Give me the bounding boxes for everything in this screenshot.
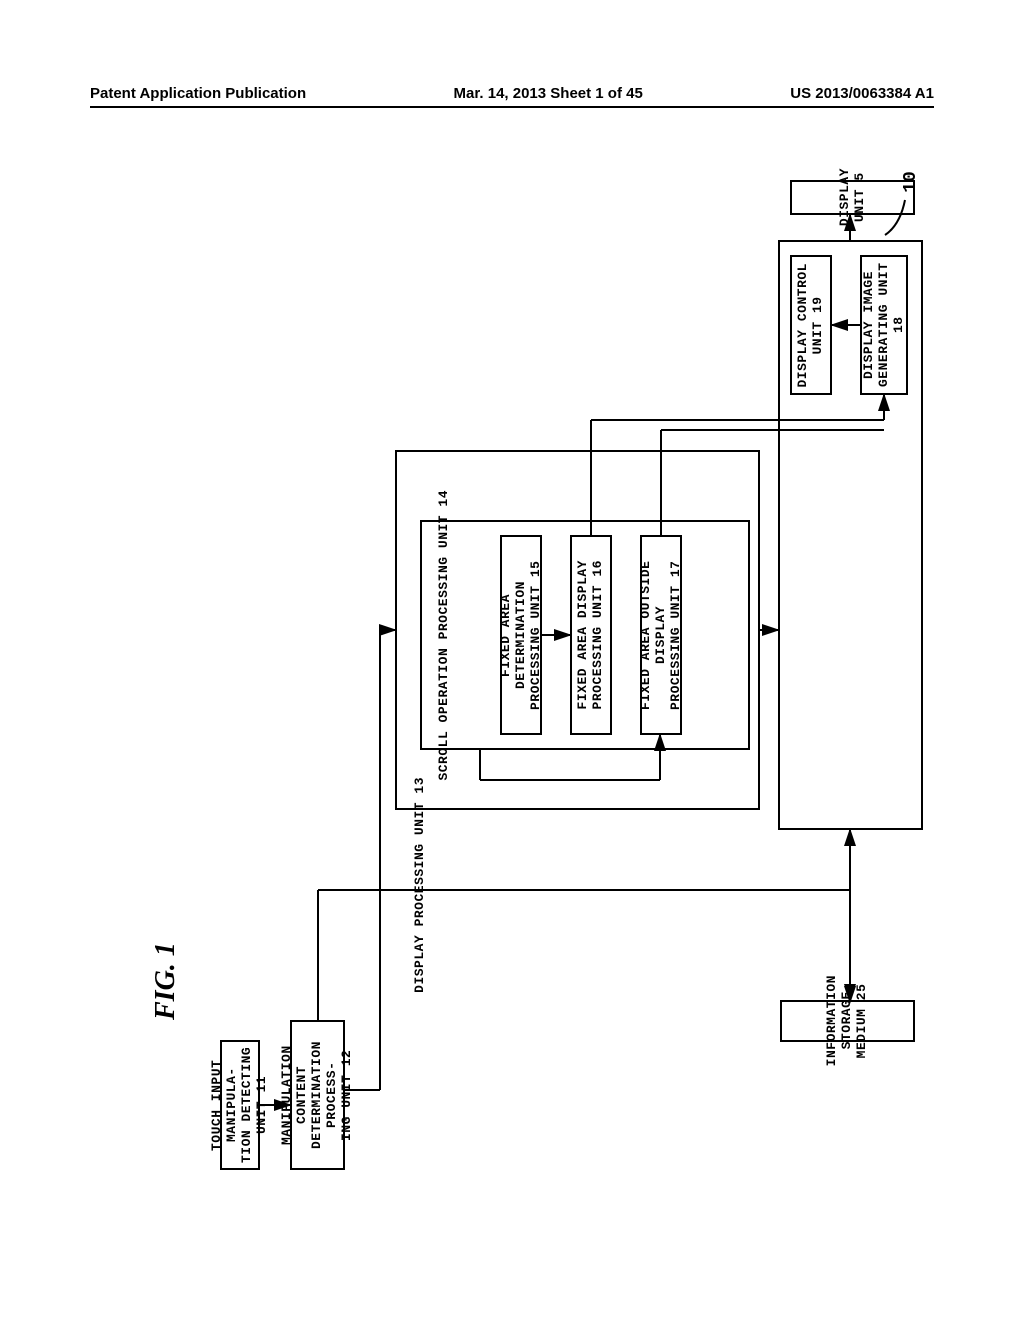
box-display-proc-label: DISPLAY PROCESSING UNIT 13 — [405, 760, 435, 1010]
label-fixed-det: FIXED AREA DETERMINATION PROCESSING UNIT… — [499, 537, 544, 733]
diagram: 10 TOUCH INPUT MANIPULA- TION DETECTING … — [220, 170, 920, 1170]
box-fixed-det: FIXED AREA DETERMINATION PROCESSING UNIT… — [500, 535, 542, 735]
box-display-unit: DISPLAY UNIT 5 — [790, 180, 915, 215]
label-fixed-disp: FIXED AREA DISPLAY PROCESSING UNIT 16 — [576, 560, 606, 709]
label-manip-content: MANIPULATION CONTENT DETERMINATION PROCE… — [280, 1022, 355, 1168]
page: Patent Application Publication Mar. 14, … — [0, 0, 1024, 1320]
header-center: Mar. 14, 2013 Sheet 1 of 45 — [454, 85, 643, 102]
label-fixed-outside: FIXED AREA OUTSIDE DISPLAY PROCESSING UN… — [639, 537, 684, 733]
header-left: Patent Application Publication — [90, 85, 306, 102]
page-header: Patent Application Publication Mar. 14, … — [90, 78, 934, 108]
label-display-img: DISPLAY IMAGE GENERATING UNIT 18 — [862, 257, 907, 393]
diagram-wrap: FIG. 1 10 TOUCH INPUT MANIPULA- TION DET… — [90, 170, 934, 1170]
box-fixed-disp: FIXED AREA DISPLAY PROCESSING UNIT 16 — [570, 535, 612, 735]
box-touch-input: TOUCH INPUT MANIPULA- TION DETECTING UNI… — [220, 1040, 260, 1170]
box-manip-content: MANIPULATION CONTENT DETERMINATION PROCE… — [290, 1020, 345, 1170]
box-info-storage: INFORMATION STORAGE MEDIUM 25 — [780, 1000, 915, 1042]
box-fixed-outside: FIXED AREA OUTSIDE DISPLAY PROCESSING UN… — [640, 535, 682, 735]
box-scroll-label: SCROLL OPERATION PROCESSING UNIT 14 — [430, 480, 458, 790]
label-display-ctrl: DISPLAY CONTROL UNIT 19 — [796, 263, 826, 388]
label-touch-input: TOUCH INPUT MANIPULA- TION DETECTING UNI… — [210, 1042, 270, 1168]
figure-label: FIG. 1 — [150, 942, 182, 1020]
label-scroll-op: SCROLL OPERATION PROCESSING UNIT 14 — [437, 490, 452, 781]
label-info-storage: INFORMATION STORAGE MEDIUM 25 — [825, 975, 870, 1066]
box-display-ctrl: DISPLAY CONTROL UNIT 19 — [790, 255, 832, 395]
label-display-proc: DISPLAY PROCESSING UNIT 13 — [413, 777, 428, 993]
header-right: US 2013/0063384 A1 — [790, 85, 934, 102]
box-display-img: DISPLAY IMAGE GENERATING UNIT 18 — [860, 255, 908, 395]
label-display-unit: DISPLAY UNIT 5 — [838, 168, 868, 226]
